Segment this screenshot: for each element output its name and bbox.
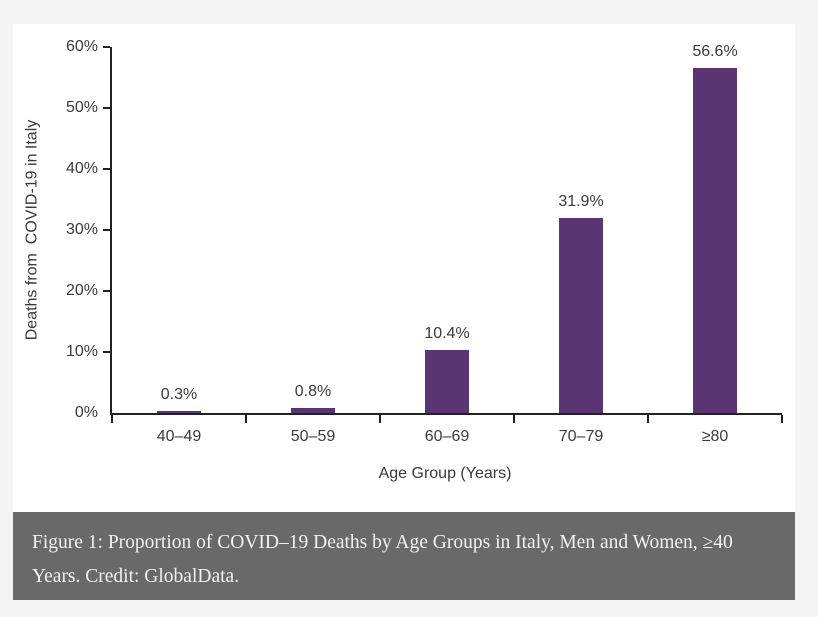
y-tick-mark xyxy=(103,168,110,170)
y-tick-label: 20% xyxy=(65,282,98,299)
bar xyxy=(157,411,201,413)
bar xyxy=(425,350,469,413)
y-tick-label: 10% xyxy=(65,343,98,360)
x-tick-label: 40–49 xyxy=(156,428,202,445)
x-tick-mark xyxy=(379,415,381,423)
bar xyxy=(693,68,737,413)
x-tick-mark xyxy=(111,415,113,423)
value-label: 0.8% xyxy=(294,383,332,400)
y-tick-label: 40% xyxy=(65,160,98,177)
y-tick-label: 50% xyxy=(65,99,98,116)
x-tick-label: ≥80 xyxy=(701,428,729,445)
value-label: 0.3% xyxy=(160,386,198,403)
y-tick-label: 30% xyxy=(65,221,98,238)
x-tick-label: 50–59 xyxy=(290,428,336,445)
figure-panel: Deaths from COVID-19 in Italy 0% 10% 20% 30… xyxy=(13,24,795,512)
y-tick-mark xyxy=(103,46,110,48)
x-tick-mark xyxy=(245,415,247,423)
x-axis-title: Age Group (Years) xyxy=(378,465,512,482)
value-label: 10.4% xyxy=(424,325,470,342)
x-tick-mark xyxy=(781,415,783,423)
x-tick-mark xyxy=(513,415,515,423)
figure-caption: Figure 1: Proportion of COVID–19 Deaths … xyxy=(13,512,795,600)
y-tick-label: 0% xyxy=(74,404,98,421)
bar xyxy=(559,218,603,413)
x-tick-mark xyxy=(647,415,649,423)
y-tick-mark xyxy=(103,107,110,109)
y-tick-mark xyxy=(103,290,110,292)
plot-area: 0% 10% 20% 30% 40% 50% 60% 0.3% 40–49 0.8% 50–59 10… xyxy=(66,38,783,445)
value-label: 56.6% xyxy=(692,43,738,60)
bar xyxy=(291,408,335,413)
value-label: 31.9% xyxy=(558,193,604,210)
y-tick-label: 60% xyxy=(65,38,98,55)
y-axis-title: Deaths from COVID-19 in Italy xyxy=(23,119,41,341)
x-tick-label: 60–69 xyxy=(424,428,470,445)
x-tick-label: 70–79 xyxy=(558,428,604,445)
y-axis-title-wrap: Deaths from COVID-19 in Italy xyxy=(15,47,49,413)
y-tick-mark xyxy=(103,351,110,353)
y-tick-mark xyxy=(103,229,110,231)
